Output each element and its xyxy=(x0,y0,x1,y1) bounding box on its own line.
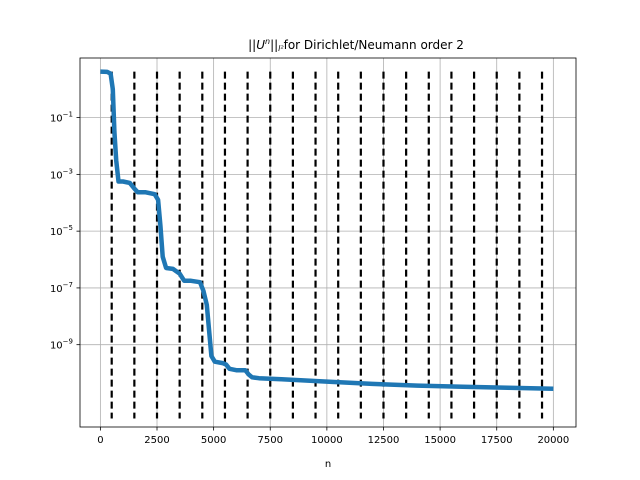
x-tick-label: 0 xyxy=(97,435,103,446)
series-group xyxy=(100,69,554,391)
title-superscript: n xyxy=(265,37,270,46)
series-line xyxy=(100,69,554,391)
x-tick-label: 5000 xyxy=(201,435,226,446)
x-tick-label: 10000 xyxy=(311,435,343,446)
grid-lines xyxy=(80,58,576,427)
title-prefix: || xyxy=(248,38,256,52)
title-variable: U xyxy=(256,38,265,52)
x-tick-label: 20000 xyxy=(537,435,569,446)
y-tick-label: 10−9 xyxy=(50,338,73,352)
chart-title: ||Un||l²for Dirichlet/Neumann order 2 xyxy=(248,37,464,53)
x-tick-label: 17500 xyxy=(481,435,513,446)
y-tick-label: 10−7 xyxy=(50,281,73,295)
x-axis-ticks: 0 2500 5000 7500 10000 12500 15000 17500 20000 xyxy=(97,427,569,446)
x-axis-label: n xyxy=(325,459,331,470)
x-tick-label: 7500 xyxy=(258,435,283,446)
plot-frame xyxy=(79,57,577,428)
y-tick-label: 10−5 xyxy=(50,224,73,238)
x-tick-label: 2500 xyxy=(144,435,169,446)
title-subscript: l² xyxy=(278,44,284,53)
y-axis-ticks: 10−1 10−3 10−5 10−7 10−9 xyxy=(50,111,80,352)
y-tick-label: 10−1 xyxy=(50,111,73,125)
title-suffix: for Dirichlet/Neumann order 2 xyxy=(284,38,464,52)
dashed-vertical-lines xyxy=(110,71,544,419)
x-tick-label: 15000 xyxy=(424,435,456,446)
x-tick-label: 12500 xyxy=(368,435,400,446)
y-tick-label: 10−3 xyxy=(50,167,73,181)
title-mid: || xyxy=(270,38,278,52)
